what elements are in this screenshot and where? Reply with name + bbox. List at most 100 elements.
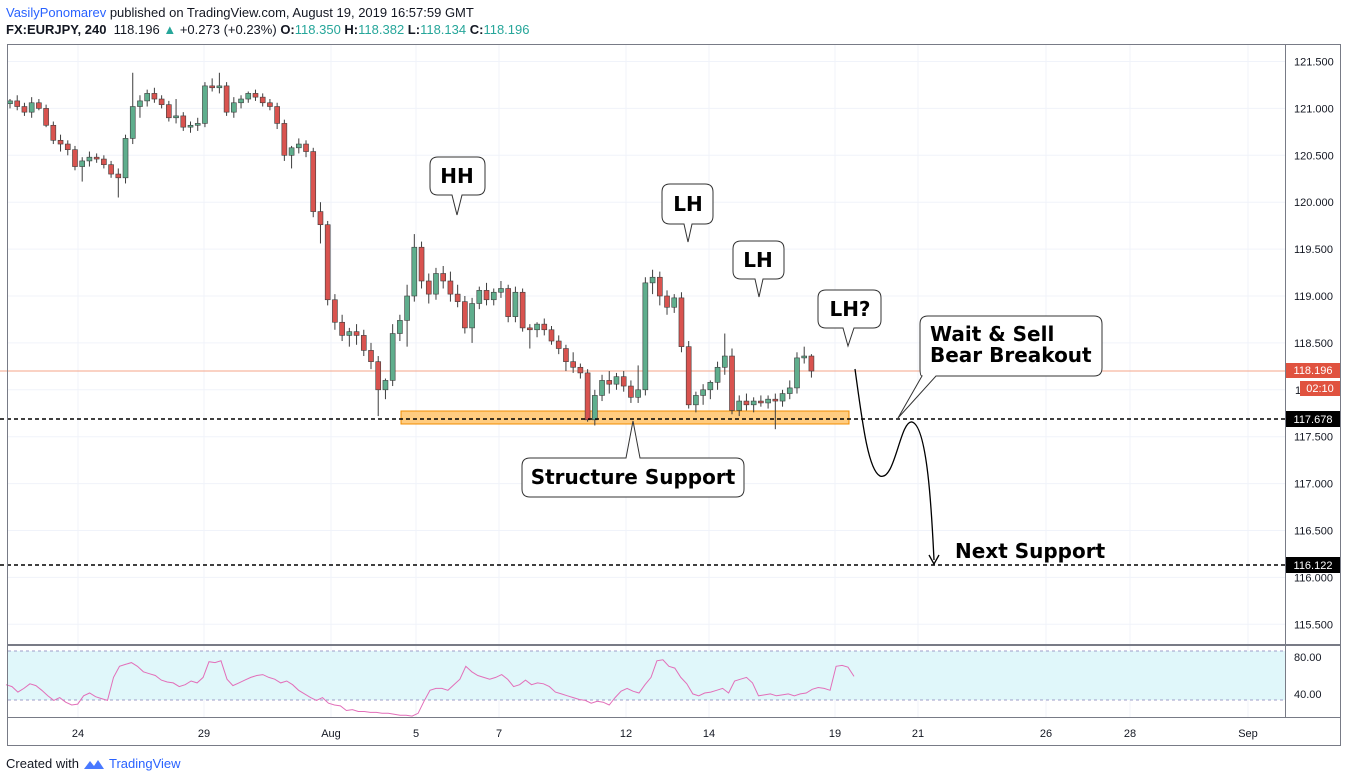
- support-zone: [400, 410, 850, 425]
- countdown-tag: 02:10: [1300, 381, 1340, 396]
- candle: [736, 400, 743, 411]
- candle: [151, 93, 158, 100]
- open-label: O:: [280, 22, 295, 37]
- projected-path: [854, 368, 935, 561]
- callout-lh-question: LH?: [817, 289, 882, 348]
- high-value: 118.382: [358, 22, 405, 37]
- candle: [115, 173, 122, 179]
- candle: [519, 291, 526, 329]
- candle: [223, 85, 230, 113]
- callout-structure-support-text: Structure Support: [531, 465, 736, 489]
- candle: [606, 380, 613, 385]
- price-tick-label: 120.500: [1294, 150, 1334, 162]
- candle: [259, 96, 266, 104]
- candle: [267, 102, 273, 107]
- created-with-text: Created with: [6, 756, 79, 771]
- price-axis[interactable]: 121.500 121.000 120.500 120.000 119.500 119.0…: [1294, 57, 1334, 632]
- time-tick-label: Sep: [1238, 728, 1258, 740]
- candle: [685, 346, 692, 406]
- candle: [758, 400, 764, 404]
- price-pane-frame: [7, 44, 1341, 645]
- candle: [707, 381, 714, 391]
- candles: [7, 72, 815, 430]
- time-tick-label: 21: [912, 728, 924, 740]
- price-tick-label: 116.500: [1294, 526, 1333, 538]
- rsi-tick-label: 80.00: [1294, 652, 1322, 664]
- callout-hh: HH: [429, 156, 486, 216]
- candle: [527, 327, 533, 331]
- candle: [137, 100, 143, 107]
- time-tick-label: 29: [198, 728, 210, 740]
- candle: [158, 98, 165, 105]
- candle: [628, 385, 634, 398]
- candle: [339, 321, 345, 336]
- candle: [93, 156, 100, 160]
- price-tick-label: 121.500: [1294, 57, 1334, 69]
- price-tick-label: 119.500: [1294, 244, 1333, 256]
- last-price: 118.196: [113, 22, 160, 37]
- candle: [635, 389, 641, 398]
- candle: [433, 273, 439, 295]
- support-price-tag: 117.678: [1286, 411, 1340, 427]
- candle: [786, 387, 793, 394]
- author-link[interactable]: VasilyPonomarev: [6, 5, 107, 20]
- candle: [36, 102, 42, 109]
- candle: [693, 395, 699, 406]
- time-tick-label: 24: [72, 728, 84, 740]
- candle: [425, 280, 432, 295]
- price-tick-label: 116.000: [1294, 572, 1333, 584]
- candle: [729, 355, 735, 411]
- time-tick-label: 5: [413, 728, 419, 740]
- price-tick-label: 119.000: [1294, 291, 1333, 303]
- candle: [678, 297, 685, 347]
- candle: [86, 156, 93, 162]
- candle: [28, 102, 35, 113]
- candle: [779, 393, 786, 402]
- candle: [454, 293, 461, 302]
- candle: [743, 400, 750, 406]
- price-tick-label: 115.500: [1294, 619, 1333, 631]
- candle: [238, 98, 244, 104]
- open-value: 118.350: [294, 22, 341, 37]
- candle: [476, 290, 483, 304]
- candle: [101, 158, 107, 165]
- price-tick-label: 120.000: [1294, 197, 1334, 209]
- candle: [462, 301, 468, 329]
- rsi-tick-label: 40.00: [1294, 689, 1322, 701]
- candle: [50, 124, 57, 141]
- candle: [404, 295, 410, 321]
- candle: [187, 124, 194, 128]
- price-tick-label: 117.000: [1294, 479, 1333, 491]
- rsi-pane-frame: [7, 645, 1341, 718]
- candle: [801, 355, 808, 359]
- candle: [166, 104, 172, 119]
- callout-lh-2: LH: [732, 240, 785, 298]
- candle: [129, 106, 136, 139]
- support-price-tag-text: 117.678: [1294, 414, 1333, 426]
- close-label: C:: [469, 22, 484, 37]
- candle: [7, 100, 13, 105]
- candle: [79, 160, 85, 167]
- candle: [642, 282, 649, 391]
- candle: [216, 85, 223, 89]
- time-tick-label: 28: [1124, 728, 1136, 740]
- next-support-price-tag-text: 116.122: [1294, 560, 1333, 572]
- candle: [389, 333, 396, 381]
- countdown-tag-text: 02:10: [1306, 383, 1334, 395]
- candle: [310, 151, 317, 212]
- callout-wait-sell-line1: Wait & Sell: [930, 322, 1054, 346]
- candle: [505, 288, 511, 317]
- callout-structure-support: Structure Support: [521, 420, 745, 498]
- candle: [584, 372, 591, 421]
- low-label: L:: [407, 22, 421, 37]
- time-tick-label: 19: [829, 728, 841, 740]
- close-value: 118.196: [483, 22, 530, 37]
- candle: [808, 355, 815, 372]
- candle: [664, 295, 670, 308]
- candle: [14, 100, 21, 107]
- candle: [750, 400, 757, 406]
- tradingview-brand-link[interactable]: TradingView: [108, 756, 181, 771]
- rsi-axis: 80.00 40.00: [1294, 652, 1322, 701]
- time-axis[interactable]: 24 29 Aug 5 7 12 14 19 21 26 28 Sep: [72, 728, 1258, 740]
